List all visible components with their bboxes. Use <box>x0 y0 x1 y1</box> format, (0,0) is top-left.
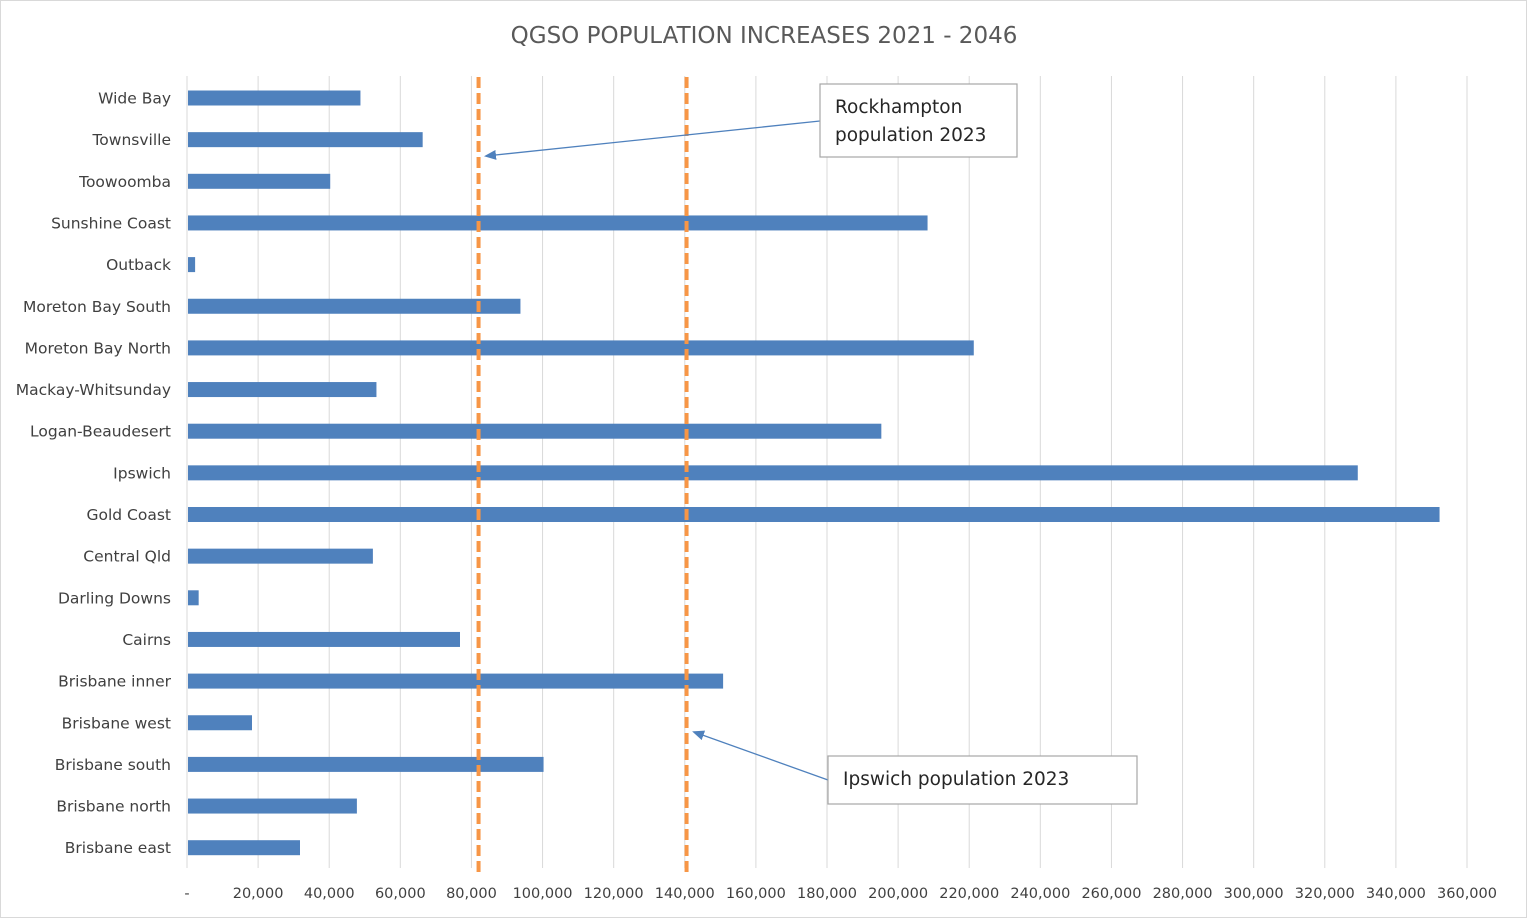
x-tick-label: 320,000 <box>1295 886 1355 902</box>
bar-darling-downs <box>188 590 199 606</box>
bar-gold-coast <box>188 507 1440 522</box>
x-tick-label: 360,000 <box>1437 886 1497 902</box>
category-label: Mackay-Whitsunday <box>16 381 171 399</box>
category-label: Brisbane west <box>62 714 171 732</box>
annotation-rockhampton-population-2023: Rockhampton population 2023 <box>484 83 1018 160</box>
category-label: Toowoomba <box>78 173 171 191</box>
x-tick-label: 280,000 <box>1153 886 1213 902</box>
bar-brisbane-east <box>188 840 300 856</box>
bar-outback <box>188 257 196 273</box>
category-label: Ipswich <box>113 464 171 482</box>
category-label: Gold Coast <box>86 506 171 524</box>
category-label: Outback <box>106 256 171 274</box>
bar-ipswich <box>188 465 1358 481</box>
bar-sunshine-coast <box>188 215 928 231</box>
bar-moreton-bay-south <box>188 298 521 314</box>
category-label: Sunshine Coast <box>51 214 171 232</box>
annotation-arrow <box>484 120 821 160</box>
bar-mackay-whitsunday <box>188 382 377 398</box>
bar-cairns <box>188 631 460 647</box>
bar-toowoomba <box>188 173 331 189</box>
annotations: Rockhampton population 2023 Ipswich popula… <box>484 83 1138 805</box>
bar-brisbane-south <box>188 756 544 772</box>
category-label: Brisbane east <box>65 839 171 857</box>
category-label: Brisbane inner <box>58 673 172 691</box>
reference-lines <box>476 77 689 872</box>
category-label: Moreton Bay North <box>25 339 171 357</box>
bar-brisbane-inner <box>188 673 724 689</box>
category-label: Central Qld <box>83 548 171 566</box>
annotation-arrow <box>692 730 829 781</box>
x-tick-label: 220,000 <box>939 886 999 902</box>
bar-brisbane-west <box>188 715 252 731</box>
x-tick-label: 340,000 <box>1366 886 1426 902</box>
category-label: Darling Downs <box>58 589 171 607</box>
x-tick-label: 40,000 <box>304 886 355 902</box>
category-label: Townsville <box>91 131 171 149</box>
category-label: Brisbane north <box>56 798 171 816</box>
chart-title: QGSO POPULATION INCREASES 2021 - 2046 <box>511 23 1018 49</box>
x-tick-label: 260,000 <box>1081 886 1141 902</box>
bar-brisbane-north <box>188 798 357 814</box>
x-tick-label: 180,000 <box>797 886 857 902</box>
x-tick-label: 60,000 <box>375 886 426 902</box>
x-tick-label: 20,000 <box>233 886 284 902</box>
x-axis-tick-labels: - 20,000 40,000 60,000 80,000 100,000 120,000 1… <box>184 886 1497 902</box>
x-tick-label: 100,000 <box>513 886 573 902</box>
bar-townsville <box>188 132 423 148</box>
bar-wide-bay <box>188 90 361 106</box>
bar-logan-beaudesert <box>188 423 882 439</box>
annotation-box <box>827 755 1138 805</box>
x-tick-label: 240,000 <box>1010 886 1070 902</box>
category-label: Cairns <box>122 631 171 649</box>
bar-moreton-bay-north <box>188 340 974 356</box>
annotation-ipswich-population-2023: Ipswich population 2023 <box>692 730 1138 805</box>
x-tick-label: 160,000 <box>726 886 786 902</box>
annotation-box <box>819 83 1018 158</box>
x-tick-label: 80,000 <box>446 886 497 902</box>
x-tick-label: - <box>184 886 189 902</box>
annotation-text: Rockhampton <box>835 97 962 118</box>
bars <box>188 90 1440 856</box>
x-tick-label: 200,000 <box>868 886 928 902</box>
category-label: Moreton Bay South <box>23 298 171 316</box>
annotation-text: Ipswich population 2023 <box>843 769 1069 790</box>
category-label: Logan-Beaudesert <box>30 423 171 441</box>
bar-central-qld <box>188 548 373 564</box>
x-tick-label: 120,000 <box>584 886 644 902</box>
category-label: Brisbane south <box>55 756 171 774</box>
category-label: Wide Bay <box>98 90 171 108</box>
x-tick-label: 140,000 <box>655 886 715 902</box>
x-tick-label: 300,000 <box>1224 886 1284 902</box>
category-labels: Wide Bay Townsville Toowoomba Sunshine Coas… <box>16 90 172 858</box>
annotation-text: population 2023 <box>835 125 986 146</box>
